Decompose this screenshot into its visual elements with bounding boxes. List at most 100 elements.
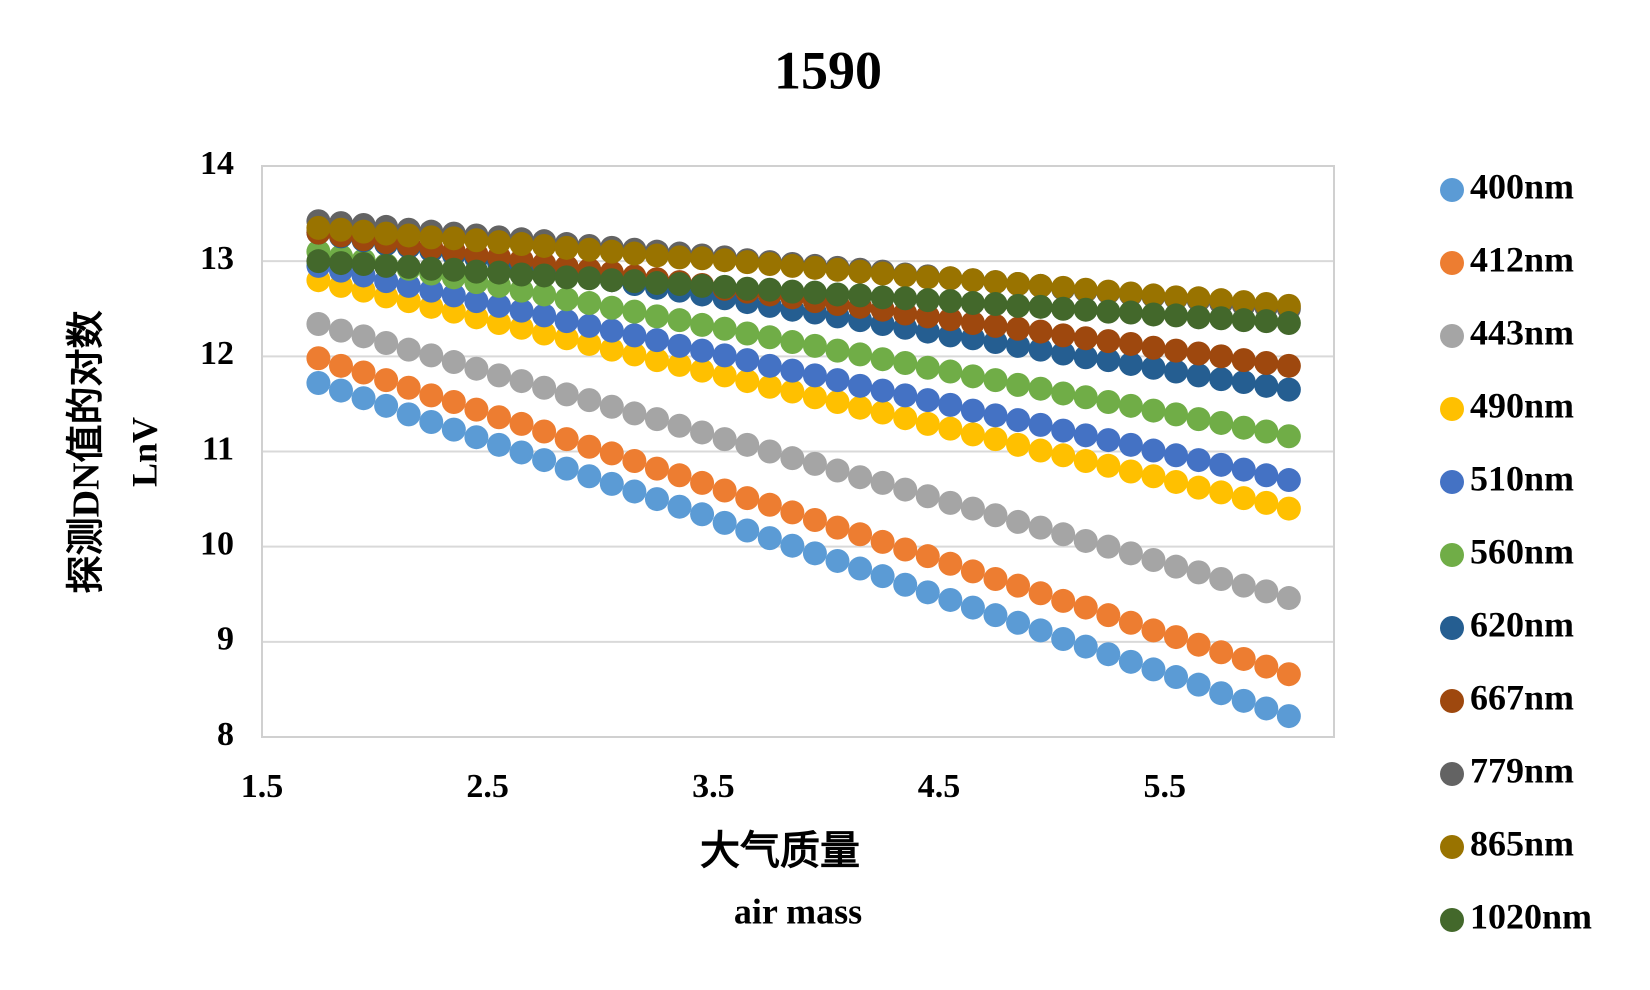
point (1006, 573, 1031, 598)
point (1028, 412, 1053, 437)
point (554, 235, 579, 260)
point (577, 331, 602, 356)
point (1096, 534, 1121, 559)
point (870, 529, 895, 554)
point (983, 291, 1008, 316)
point (1051, 323, 1076, 348)
point (464, 289, 489, 314)
point (938, 416, 963, 441)
point (599, 268, 624, 293)
point (802, 255, 827, 280)
point (1164, 625, 1189, 650)
point (622, 479, 647, 504)
point (712, 363, 737, 388)
legend-label: 490nm (1470, 385, 1574, 425)
point (599, 295, 624, 320)
point (960, 364, 985, 389)
legend-marker (1440, 689, 1464, 713)
point (1073, 297, 1098, 322)
legend-marker (1440, 908, 1464, 932)
legend-label: 400nm (1470, 166, 1574, 206)
point (1276, 586, 1301, 611)
point (735, 348, 760, 373)
series (306, 249, 1301, 336)
point (509, 411, 534, 436)
point (1209, 367, 1234, 392)
point (780, 279, 805, 304)
point (486, 405, 511, 430)
point (1028, 273, 1053, 298)
point (667, 308, 692, 333)
point (1209, 480, 1234, 505)
point (1164, 443, 1189, 468)
point (419, 278, 444, 303)
point (1096, 642, 1121, 667)
point (622, 401, 647, 426)
point (599, 337, 624, 362)
point (1141, 398, 1166, 423)
point (554, 456, 579, 481)
point (1118, 393, 1143, 418)
point (1073, 595, 1098, 620)
point (690, 358, 715, 383)
point (486, 260, 511, 285)
point (1209, 288, 1234, 313)
point (712, 274, 737, 299)
point (848, 395, 873, 420)
point (1006, 372, 1031, 397)
legend-label: 443nm (1470, 312, 1574, 352)
y-tick-label: 10 (200, 525, 234, 562)
point (757, 325, 782, 350)
point (1186, 341, 1211, 366)
point (351, 360, 376, 385)
point (712, 478, 737, 503)
point (825, 368, 850, 393)
point (802, 451, 827, 476)
point (1051, 588, 1076, 613)
point (983, 270, 1008, 295)
point (1028, 618, 1053, 643)
point (1164, 303, 1189, 328)
legend-label: 1020nm (1470, 896, 1592, 936)
legend-label: 510nm (1470, 458, 1574, 498)
point (825, 338, 850, 363)
point (1209, 640, 1234, 665)
point (780, 446, 805, 471)
series (306, 311, 1301, 611)
series (306, 253, 1301, 493)
point (532, 321, 557, 346)
point (1231, 370, 1256, 395)
point (599, 471, 624, 496)
point (1254, 696, 1279, 721)
point (735, 486, 760, 511)
point (622, 269, 647, 294)
point (690, 338, 715, 363)
point (351, 252, 376, 277)
point (1254, 463, 1279, 488)
point (1141, 657, 1166, 682)
point (1231, 308, 1256, 333)
point (1164, 285, 1189, 310)
point (757, 277, 782, 302)
point (848, 465, 873, 490)
point (1209, 306, 1234, 331)
point (960, 559, 985, 584)
point (893, 286, 918, 311)
point (1254, 419, 1279, 444)
point (486, 311, 511, 336)
point (1118, 459, 1143, 484)
point (1051, 522, 1076, 547)
point (780, 253, 805, 278)
point (306, 311, 331, 336)
legend-label: 779nm (1470, 750, 1574, 790)
legend-marker (1440, 397, 1464, 421)
point (1141, 283, 1166, 308)
point (306, 215, 331, 240)
legend-marker (1440, 616, 1464, 640)
point (915, 544, 940, 569)
point (374, 253, 399, 278)
point (735, 276, 760, 301)
point (1186, 448, 1211, 473)
point (1006, 272, 1031, 297)
point (802, 333, 827, 358)
